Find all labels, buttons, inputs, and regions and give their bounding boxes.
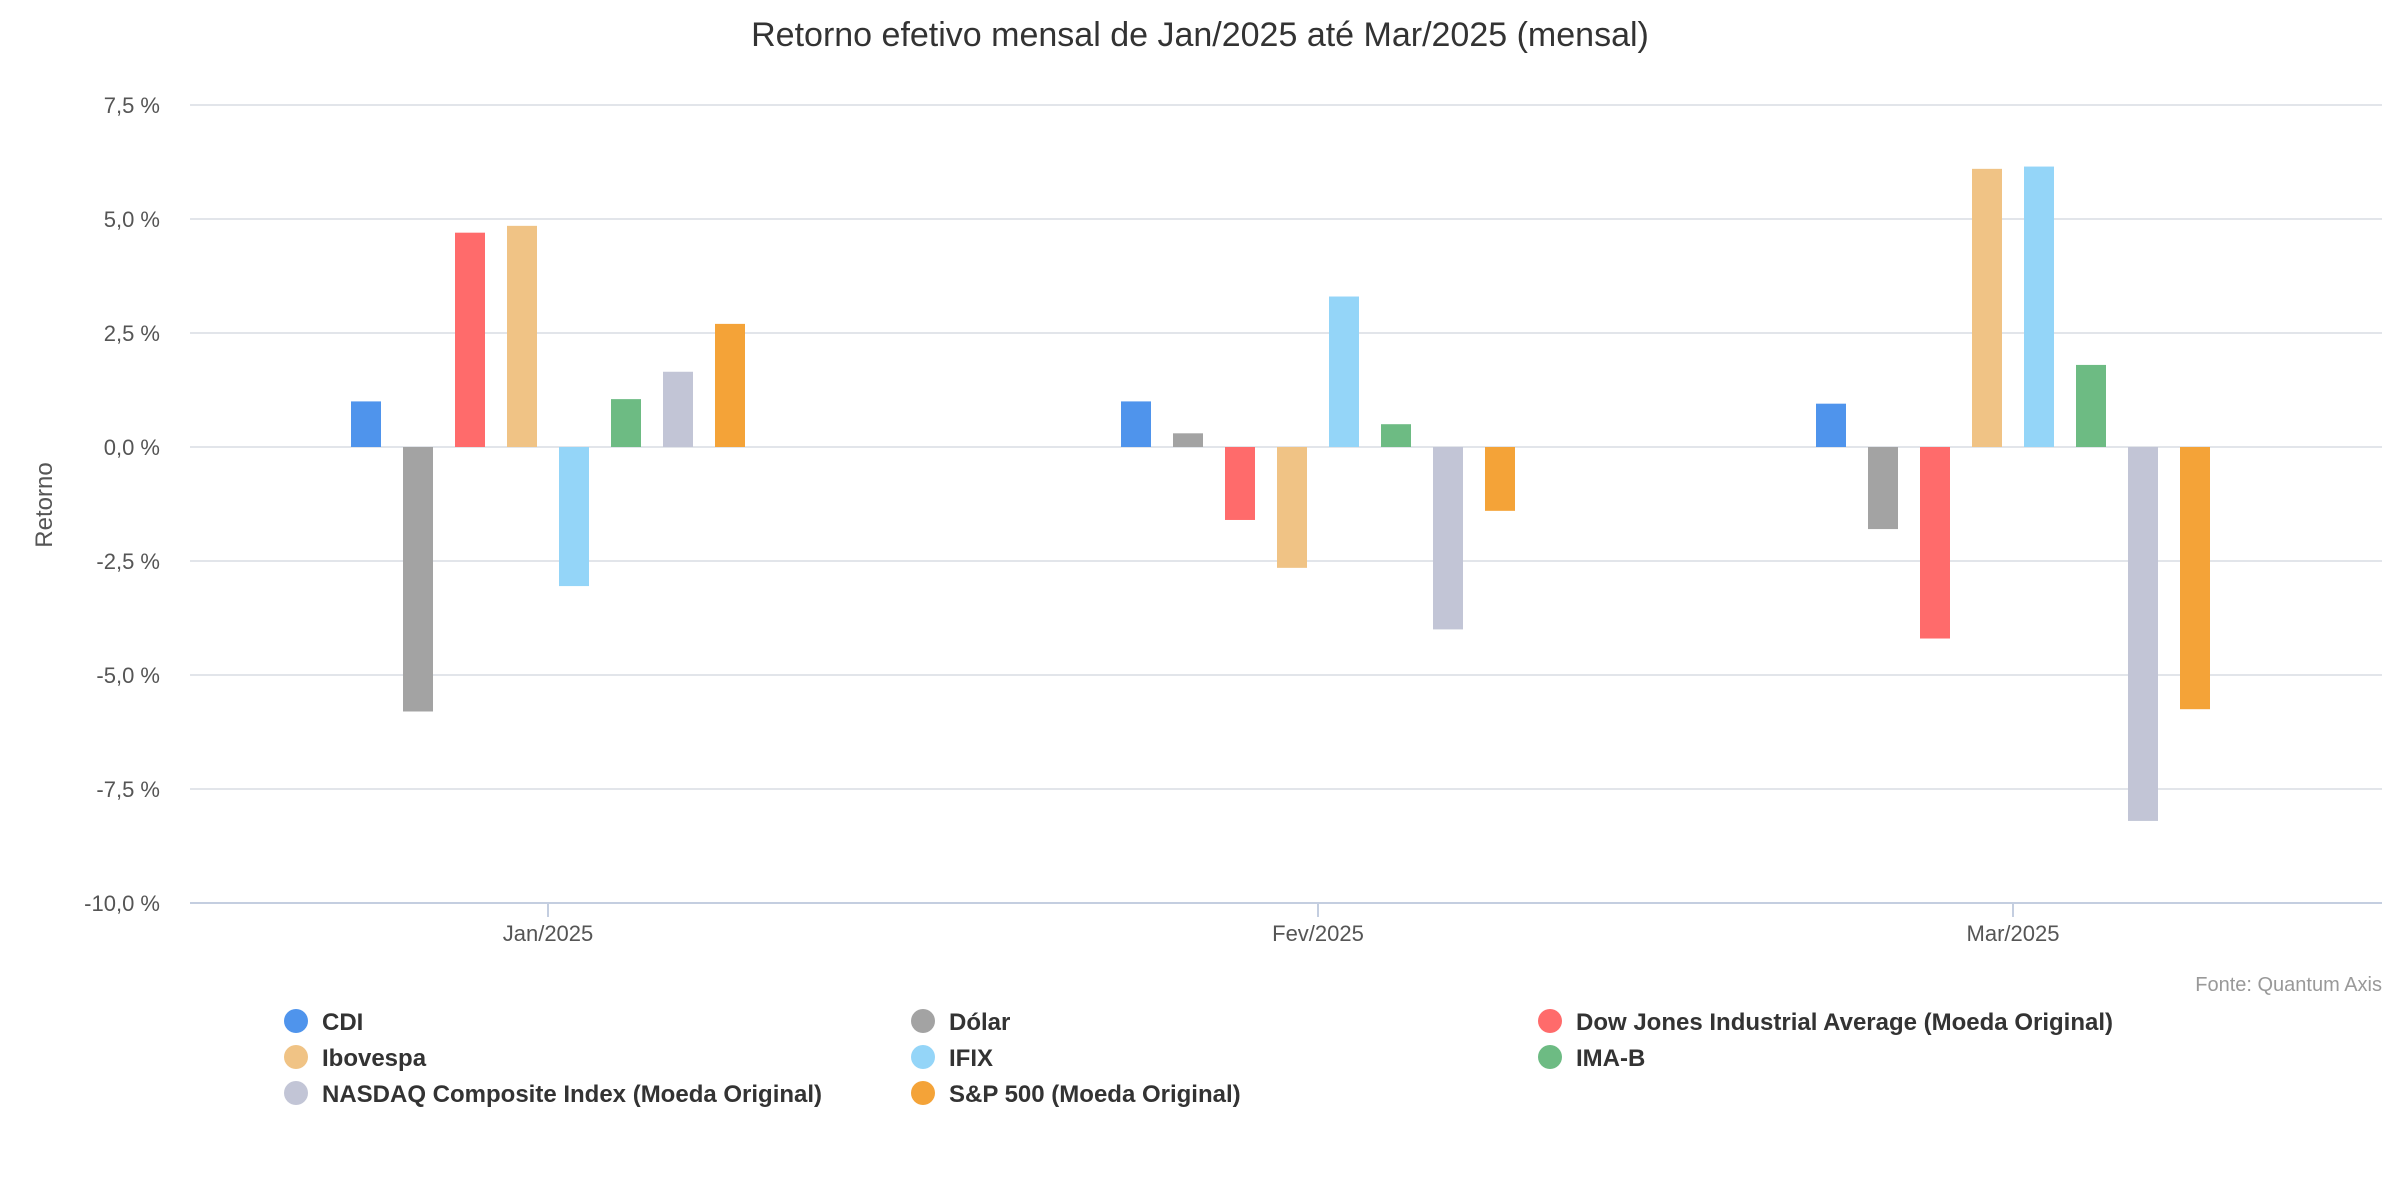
bars	[351, 166, 2210, 821]
x-axis-ticks: Jan/2025 Fev/2025 Mar/2025	[503, 903, 2060, 946]
legend: CDI Dólar Dow Jones Industrial Average (Mo…	[284, 1009, 2113, 1108]
y-axis-ticks: 7,5 % 5,0 % 2,5 % 0,0 % -2,5 % -5,0 % -7,5 % -1…	[84, 93, 160, 916]
legend-swatch	[284, 1081, 308, 1105]
legend-swatch	[911, 1009, 935, 1033]
bar[interactable]	[1920, 447, 1950, 639]
legend-swatch	[911, 1045, 935, 1069]
legend-label: S&P 500 (Moeda Original)	[949, 1081, 1241, 1108]
legend-item[interactable]: Dólar	[911, 1009, 1010, 1036]
bar[interactable]	[403, 447, 433, 712]
bar[interactable]	[455, 232, 485, 447]
legend-swatch	[1538, 1045, 1562, 1069]
bar[interactable]	[2128, 447, 2158, 821]
legend-item[interactable]: IFIX	[911, 1045, 993, 1072]
legend-label: IFIX	[949, 1045, 993, 1072]
y-axis-label: Retorno	[31, 462, 58, 547]
bar[interactable]	[663, 371, 693, 447]
bar[interactable]	[1173, 433, 1203, 447]
y-tick-label: -7,5 %	[96, 777, 160, 802]
legend-label: Dow Jones Industrial Average (Moeda Orig…	[1576, 1009, 2113, 1036]
bar[interactable]	[559, 447, 589, 587]
chart-title: Retorno efetivo mensal de Jan/2025 até M…	[751, 16, 1649, 54]
x-tick-label: Fev/2025	[1272, 921, 1364, 946]
bar[interactable]	[715, 323, 745, 447]
legend-swatch	[1538, 1009, 1562, 1033]
y-tick-label: 0,0 %	[104, 435, 160, 460]
legend-swatch	[911, 1081, 935, 1105]
bar[interactable]	[1225, 447, 1255, 520]
legend-item[interactable]: NASDAQ Composite Index (Moeda Original)	[284, 1081, 822, 1108]
legend-label: Dólar	[949, 1009, 1010, 1036]
source-credit: Fonte: Quantum Axis	[2195, 974, 2382, 996]
x-tick-label: Jan/2025	[503, 921, 594, 946]
legend-item[interactable]: S&P 500 (Moeda Original)	[911, 1081, 1241, 1108]
bar[interactable]	[351, 401, 381, 447]
y-tick-label: -5,0 %	[96, 663, 160, 688]
legend-item[interactable]: Ibovespa	[284, 1045, 427, 1072]
legend-label: Ibovespa	[322, 1045, 427, 1072]
bar[interactable]	[1121, 401, 1151, 447]
bar[interactable]	[1868, 447, 1898, 530]
bar[interactable]	[611, 399, 641, 447]
legend-label: NASDAQ Composite Index (Moeda Original)	[322, 1081, 822, 1108]
bar[interactable]	[1277, 447, 1307, 568]
bar[interactable]	[1972, 168, 2002, 447]
y-tick-label: -10,0 %	[84, 891, 160, 916]
x-tick-label: Mar/2025	[1967, 921, 2060, 946]
bar[interactable]	[2024, 166, 2054, 447]
legend-item[interactable]: Dow Jones Industrial Average (Moeda Orig…	[1538, 1009, 2113, 1036]
legend-label: IMA-B	[1576, 1045, 1645, 1072]
y-tick-label: 7,5 %	[104, 93, 160, 118]
legend-label: CDI	[322, 1009, 363, 1036]
y-tick-label: 2,5 %	[104, 321, 160, 346]
bar[interactable]	[1381, 424, 1411, 447]
legend-item[interactable]: IMA-B	[1538, 1045, 1645, 1072]
y-tick-label: -2,5 %	[96, 549, 160, 574]
bar[interactable]	[1329, 296, 1359, 447]
y-tick-label: 5,0 %	[104, 207, 160, 232]
bar[interactable]	[2180, 447, 2210, 710]
legend-swatch	[284, 1045, 308, 1069]
bar[interactable]	[1433, 447, 1463, 630]
legend-item[interactable]: CDI	[284, 1009, 363, 1036]
bar[interactable]	[2076, 364, 2106, 447]
bar[interactable]	[1816, 403, 1846, 447]
bar[interactable]	[507, 225, 537, 447]
legend-swatch	[284, 1009, 308, 1033]
bar[interactable]	[1485, 447, 1515, 511]
